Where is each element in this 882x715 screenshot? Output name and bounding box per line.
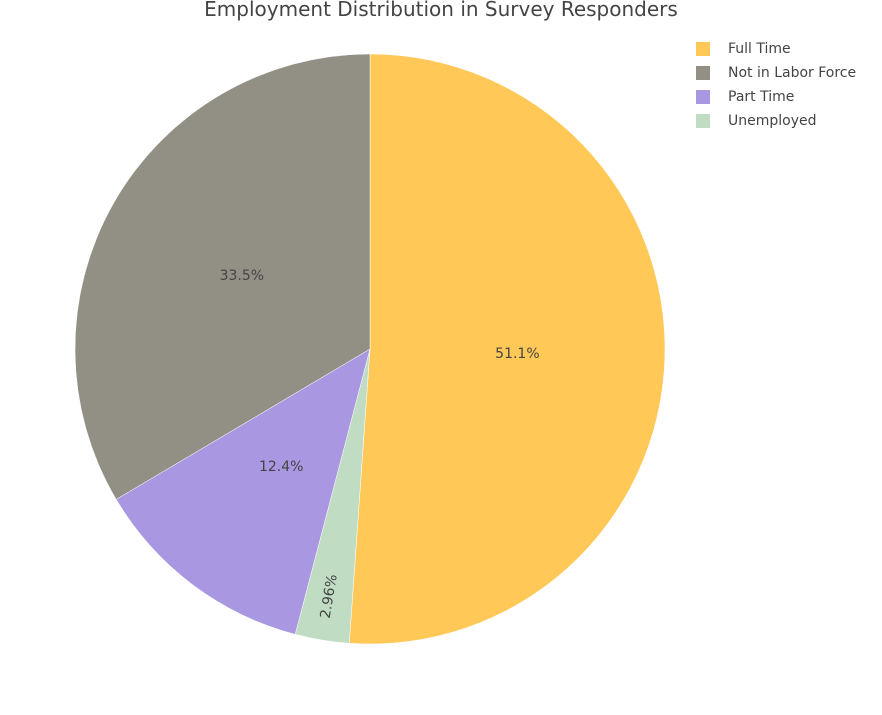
slice-label-not-in-labor-force: 33.5% — [220, 268, 264, 284]
chart-title: Employment Distribution in Survey Respon… — [204, 0, 678, 21]
pie-slice-full-time[interactable] — [348, 53, 666, 645]
legend-label-full-time: Full Time — [728, 41, 791, 57]
legend-swatch-unemployed — [696, 114, 710, 128]
legend-label-part-time: Part Time — [728, 89, 794, 105]
legend-item-part-time[interactable]: Part Time — [696, 89, 794, 105]
pie-slice-not-in-labor-force[interactable] — [74, 53, 371, 500]
legend-label-not-in-labor-force: Not in Labor Force — [728, 65, 856, 81]
legend-item-full-time[interactable]: Full Time — [696, 41, 791, 57]
legend-item-not-in-labor-force[interactable]: Not in Labor Force — [696, 65, 856, 81]
slice-label-part-time: 12.4% — [259, 459, 303, 475]
legend-swatch-full-time — [696, 42, 710, 56]
legend-swatch-not-in-labor-force — [696, 66, 710, 80]
slice-label-unemployed: 2.96% — [318, 573, 341, 619]
legend: Full Time Not in Labor Force Part Time Unem… — [696, 41, 856, 129]
slice-labels: 51.1% 2.96% 12.4% 33.5% — [220, 268, 540, 620]
legend-label-unemployed: Unemployed — [728, 113, 817, 129]
pie-slices — [74, 53, 666, 645]
slice-label-full-time: 51.1% — [495, 346, 539, 362]
legend-swatch-part-time — [696, 90, 710, 104]
pie-slice-part-time[interactable] — [115, 348, 371, 635]
legend-item-unemployed[interactable]: Unemployed — [696, 113, 817, 129]
